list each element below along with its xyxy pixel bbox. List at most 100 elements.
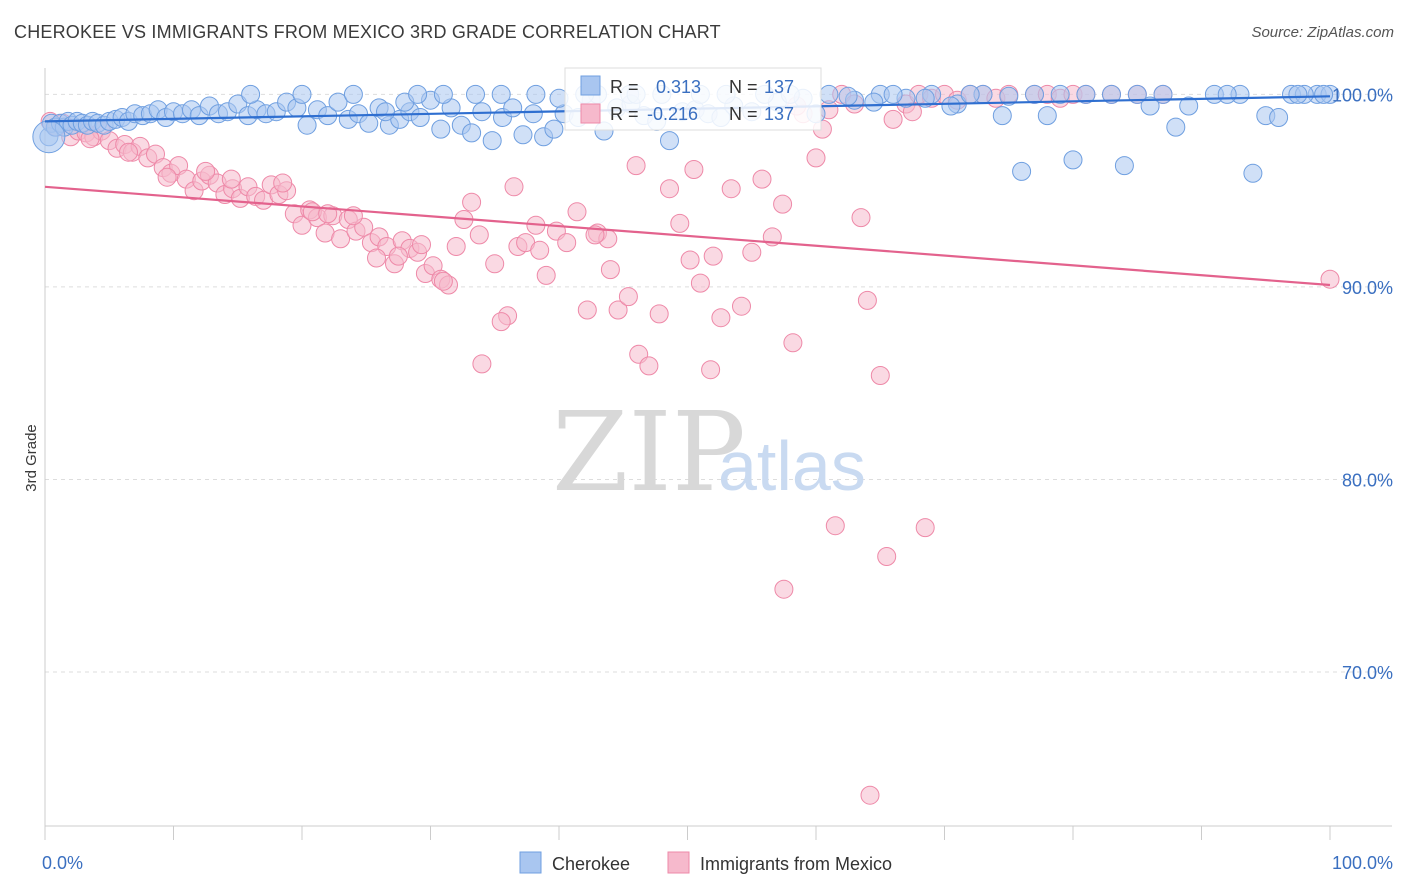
mexico-point-138 — [367, 248, 386, 268]
y-tick-label-70: 70.0% — [1342, 663, 1393, 683]
mexico-point-80 — [721, 179, 741, 199]
cherokee-point-112 — [1012, 161, 1032, 181]
mexico-point-134 — [157, 167, 177, 187]
y-tick-label-90: 90.0% — [1342, 278, 1393, 298]
mexico-point-72 — [639, 356, 659, 376]
mexico-point-139 — [412, 235, 431, 255]
stats-r-label-mexico: R = — [610, 104, 639, 124]
mexico-point-38 — [331, 229, 351, 249]
legend-label-mexico: Immigrants from Mexico — [700, 854, 892, 874]
mexico-point-142 — [530, 240, 550, 260]
cherokee-point-127 — [292, 84, 312, 104]
tick-labels: 70.0% 80.0% 90.0% 100.0% 0.0% 100.0% — [42, 85, 1393, 873]
chart-title: CHEROKEE VS IMMIGRANTS FROM MEXICO 3RD G… — [14, 22, 721, 42]
mexico-point-121 — [851, 208, 871, 228]
cherokee-point-96 — [376, 102, 395, 122]
cherokee-point-100 — [491, 84, 511, 104]
mexico-point-53 — [446, 237, 466, 256]
mexico-point-125 — [388, 246, 408, 266]
watermark-zip: ZIP — [552, 388, 746, 516]
cherokee-point-47 — [410, 108, 430, 127]
mexico-point-135 — [221, 169, 241, 189]
watermark: ZIP atlas — [552, 388, 866, 516]
y-axis-label: 3rd Grade — [23, 424, 40, 492]
cherokee-point-117 — [1179, 96, 1199, 116]
cherokee-point-98 — [433, 84, 453, 104]
cherokee-point-54 — [482, 131, 502, 151]
x-tick-label-min: 0.0% — [42, 853, 83, 873]
mexico-point-88 — [806, 148, 826, 168]
y-tick-label-100: 100.0% — [1332, 85, 1393, 105]
mexico-point-65 — [567, 202, 587, 222]
cherokee-point-114 — [1076, 84, 1096, 104]
cherokee-point-110 — [941, 96, 961, 116]
mexico-point-75 — [670, 213, 690, 233]
source-label: Source: ZipAtlas.com — [1251, 24, 1394, 41]
mexico-point-141 — [469, 225, 489, 245]
mexico-point-83 — [752, 169, 772, 189]
mexico-point-66 — [577, 300, 597, 320]
cherokee-point-119 — [1243, 163, 1263, 183]
cherokee-point-116 — [1140, 96, 1160, 116]
mexico-point-56 — [472, 354, 492, 374]
cherokee-point-89 — [1166, 117, 1186, 137]
x-tick-label-max: 100.0% — [1332, 853, 1393, 873]
mexico-point-136 — [273, 173, 293, 193]
axes — [44, 68, 1392, 840]
legend-swatch-mexico — [667, 851, 690, 874]
cherokee-point-78 — [819, 84, 839, 104]
mexico-point-74 — [660, 179, 679, 199]
cherokee-point-101 — [526, 84, 546, 104]
mexico-point-143 — [585, 225, 605, 245]
cherokee-point-109 — [915, 88, 935, 108]
stats-n-label-mexico: N = — [729, 104, 758, 124]
stats-legend: R = 0.313 N = 137 R = -0.216 N = 137 — [564, 67, 822, 131]
mexico-point-79 — [711, 308, 731, 328]
mexico-point-33 — [292, 215, 312, 235]
mexico-point-92 — [857, 290, 877, 310]
cherokee-point-85 — [999, 86, 1019, 106]
mexico-point-120 — [703, 246, 723, 266]
cherokee-point-113 — [1037, 106, 1057, 126]
mexico-point-122 — [196, 161, 216, 181]
stats-swatch-mexico — [580, 103, 601, 124]
cherokee-point-36 — [297, 115, 317, 135]
mexico-point-57 — [485, 254, 505, 274]
cherokee-point-88 — [1114, 156, 1134, 176]
mexico-point-128 — [684, 160, 704, 179]
stats-r-value-cherokee: 0.313 — [656, 77, 701, 97]
cherokee-point-129 — [408, 84, 428, 104]
y-tick-label-80: 80.0% — [1342, 470, 1393, 490]
cherokee-point-86 — [1025, 84, 1044, 104]
cherokee-point-128 — [343, 84, 363, 104]
stats-n-value-cherokee: 137 — [764, 77, 794, 97]
mexico-point-78 — [701, 360, 721, 380]
mexico-point-114 — [915, 518, 935, 538]
stats-n-label-cherokee: N = — [729, 77, 758, 97]
mexico-point-70 — [618, 287, 638, 307]
stats-r-value-mexico: -0.216 — [647, 104, 698, 124]
cherokee-point-120 — [1269, 108, 1289, 127]
mexico-point-127 — [626, 156, 646, 176]
cherokee-point-42 — [359, 113, 379, 133]
cherokee-point-52 — [462, 123, 482, 143]
mexico-point-126 — [504, 177, 524, 197]
cherokee-point-137 — [960, 84, 980, 104]
mexico-point-140 — [433, 271, 453, 291]
mexico-point-113 — [825, 516, 845, 536]
cherokee-point-87 — [1063, 150, 1083, 170]
mexico-point-116 — [774, 579, 794, 599]
gridlines — [45, 93, 1392, 673]
stats-n-value-mexico: 137 — [764, 104, 794, 124]
mexico-point-64 — [557, 233, 577, 253]
cherokee-point-cluster — [32, 120, 66, 154]
mexico-point-55 — [462, 192, 482, 212]
cherokee-point-125 — [1314, 84, 1334, 104]
mexico-point-69 — [608, 300, 628, 320]
cherokee-point-107 — [838, 86, 858, 106]
mexico-point-119 — [600, 260, 620, 280]
cherokee-point-58 — [523, 104, 543, 124]
mexico-point-115 — [877, 547, 897, 566]
mexico-point-77 — [690, 273, 710, 293]
